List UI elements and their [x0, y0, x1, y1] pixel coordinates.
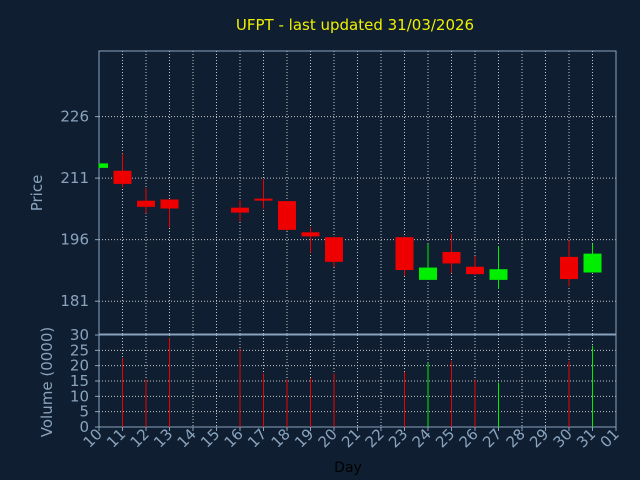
candle-body [231, 207, 249, 213]
candle-body [325, 237, 343, 262]
candle-body [466, 266, 484, 275]
candle-body [254, 198, 273, 201]
candle-body [278, 201, 296, 230]
price-tick-label: 196 [60, 231, 89, 249]
candle-body [113, 170, 132, 184]
candle-body [395, 237, 414, 271]
volume-tick-label: 30 [70, 326, 89, 344]
volume-tick-label: 15 [70, 372, 89, 390]
candle-body [442, 251, 461, 264]
volume-tick-label: 10 [70, 387, 89, 405]
volume-axis-label: Volume (0000) [38, 327, 56, 437]
candle-body [419, 267, 437, 280]
volume-tick-label: 25 [70, 341, 89, 359]
candle-body [560, 256, 578, 280]
price-plot-frame [98, 50, 617, 335]
candle-body [160, 199, 179, 209]
candle-body [301, 232, 320, 237]
candle-body [489, 269, 508, 280]
price-tick-label: 211 [60, 169, 89, 187]
volume-tick-label: 5 [79, 403, 89, 421]
volume-tick-label: 20 [70, 357, 89, 375]
volume-tick-label: 0 [79, 418, 89, 436]
chart-title: UFPT - last updated 31/03/2026 [236, 16, 474, 34]
candle-body [137, 200, 155, 207]
price-axis-label: Price [28, 175, 46, 212]
x-tick-labels: 1011121314151617181920212223242526272829… [80, 425, 623, 451]
price-panel: 181 196 211 226 [60, 50, 617, 335]
price-tick-label: 181 [60, 292, 89, 310]
candle-body [99, 163, 108, 168]
x-axis-label: Day [334, 460, 362, 476]
candle-body [583, 253, 602, 273]
price-tick-label: 226 [60, 108, 89, 126]
